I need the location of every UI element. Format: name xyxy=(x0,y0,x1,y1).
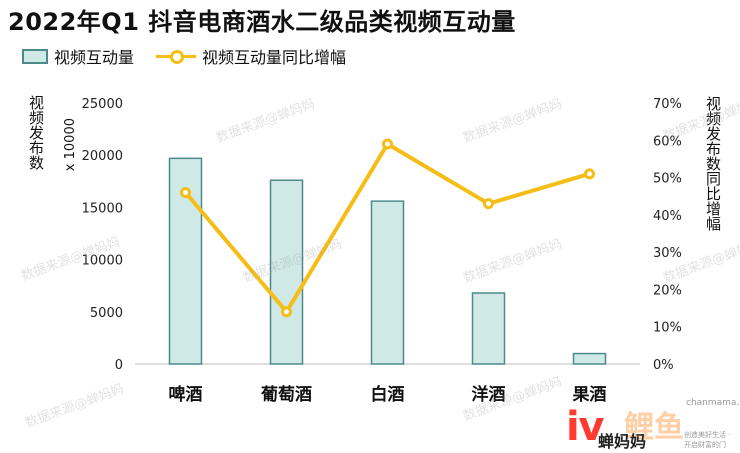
line-point xyxy=(382,138,393,150)
legend-item-line: 视频互动量同比增幅 xyxy=(156,44,346,68)
line-point xyxy=(483,198,494,210)
y-tick-label: 25000 xyxy=(82,97,123,112)
legend-swatch-line xyxy=(156,48,197,64)
bar xyxy=(572,352,607,365)
y2-tick-label: 20% xyxy=(653,283,682,298)
legend-swatch-bar xyxy=(22,48,48,64)
y-tick-label: 10000 xyxy=(82,254,123,269)
x-tick-label: 葡萄酒 xyxy=(260,384,312,405)
line-point xyxy=(584,168,595,180)
y-tick-label: 20000 xyxy=(82,149,123,164)
y-tick-label: 5000 xyxy=(90,306,123,321)
bar xyxy=(269,179,304,365)
y-axis-label-right: 视频发布数同比增幅 xyxy=(704,96,722,231)
y-axis-label-left: 视频发布数 xyxy=(27,95,45,170)
line-point xyxy=(180,186,191,198)
y2-tick-label: 70% xyxy=(653,97,682,112)
x-tick-label: 白酒 xyxy=(371,384,405,405)
chart-title: 2022年Q1 抖音电商酒水二级品类视频互动量 xyxy=(8,8,516,36)
legend-label-line: 视频互动量同比增幅 xyxy=(202,48,347,67)
y2-tick-label: 10% xyxy=(653,321,682,336)
x-tick-label: 洋酒 xyxy=(472,384,506,405)
bar xyxy=(471,292,506,365)
y2-tick-label: 40% xyxy=(653,209,682,224)
x-tick-label: 果酒 xyxy=(573,384,607,405)
logo-brand: 鲤鱼 xyxy=(624,410,684,445)
legend-item-bar: 视频互动量 xyxy=(22,44,134,68)
y2-tick-label: 50% xyxy=(653,172,682,187)
line-point xyxy=(281,306,292,318)
legend-label-bar: 视频互动量 xyxy=(54,48,135,67)
logo-mark-icon: ⅳ xyxy=(566,404,605,450)
chanmama-logo: ⅳ 鲤鱼 chanmama.com 蝉妈妈 创造美好生活 · 开启财富的门 xyxy=(566,398,740,451)
bar xyxy=(370,200,405,365)
x-tick-label: 啤酒 xyxy=(169,384,203,405)
legend: 视频互动量 视频互动量同比增幅 xyxy=(22,44,368,68)
y-tick-label: 15000 xyxy=(82,201,123,216)
y2-tick-label: 0% xyxy=(653,358,674,373)
y2-tick-label: 60% xyxy=(653,134,682,149)
y2-tick-label: 30% xyxy=(653,246,682,261)
logo-site: chanmama.com xyxy=(686,398,740,408)
y-tick-label: 0 xyxy=(115,358,123,373)
logo-name: 蝉妈妈 xyxy=(598,432,647,451)
logo-slogan: 创造美好生活 · 开启财富的门 xyxy=(684,431,731,449)
